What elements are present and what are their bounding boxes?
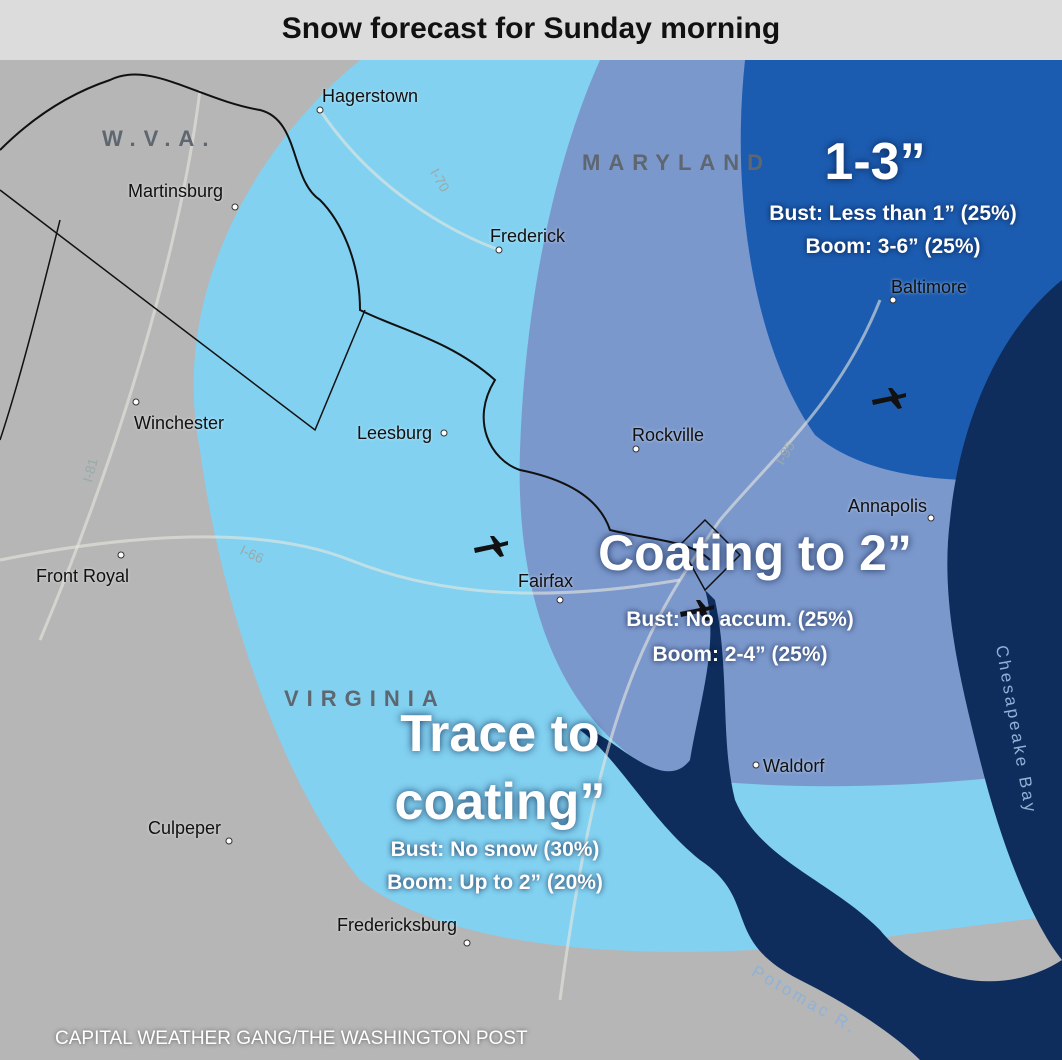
- zone-one-three: [740, 60, 1062, 481]
- city-dots: [117, 106, 935, 947]
- city-dot: [440, 429, 448, 437]
- border: [0, 73, 711, 561]
- zone-bust: Bust: No snow (30%): [390, 838, 600, 861]
- city-label: Hagerstown: [322, 86, 419, 106]
- road: [318, 109, 501, 252]
- city-dot: [231, 203, 239, 211]
- road: [38, 89, 202, 641]
- border: [679, 518, 742, 592]
- borders: [0, 73, 742, 592]
- road: [0, 535, 681, 595]
- city-dot: [495, 246, 503, 254]
- city-label: Martinsburg: [128, 181, 224, 201]
- potomac: [580, 590, 1062, 1060]
- city-dot: [225, 837, 233, 845]
- zone-bust: Bust: Less than 1” (25%): [769, 202, 1017, 225]
- city-label: Culpeper: [148, 818, 222, 838]
- city-label: Fairfax: [518, 571, 574, 591]
- city-label: Winchester: [134, 413, 225, 433]
- zone-boom: Boom: 3-6” (25%): [805, 235, 981, 258]
- city-dot: [927, 514, 935, 522]
- city-label: Baltimore: [891, 277, 968, 297]
- state-label: VIRGINIA: [284, 686, 446, 711]
- bay: [947, 280, 1062, 960]
- border: [0, 189, 366, 432]
- airport-icon: [680, 600, 714, 621]
- road: [558, 299, 882, 1001]
- zone-amount: 1-3”: [824, 133, 926, 191]
- city-label: Front Royal: [36, 566, 130, 586]
- zone-boom: Boom: 2-4” (25%): [652, 643, 828, 666]
- city-label: Waldorf: [763, 756, 825, 776]
- airport-icon: [872, 388, 906, 409]
- state-label: MARYLAND: [582, 150, 772, 175]
- airport-icon: [474, 536, 508, 557]
- zone-bust: Bust: No accum. (25%): [626, 608, 854, 631]
- city-label: Rockville: [632, 425, 705, 445]
- city-label: Fredericksburg: [337, 915, 458, 935]
- city-dot: [556, 596, 564, 604]
- roads: [0, 89, 882, 1001]
- credit: CAPITAL WEATHER GANG/THE WASHINGTON POST: [55, 1028, 528, 1049]
- city-dot: [316, 106, 324, 114]
- title: Snow forecast for Sunday morning: [0, 0, 1062, 60]
- city-dot: [463, 939, 471, 947]
- city-label: Leesburg: [357, 423, 433, 443]
- city-dot: [632, 445, 640, 453]
- city-dot: [132, 398, 140, 406]
- state-label: W.V.A.: [102, 126, 217, 151]
- city-dot: [889, 296, 897, 304]
- city-dot: [752, 761, 760, 769]
- zone-amount: Trace to coating”: [394, 705, 606, 831]
- border: [0, 219, 61, 441]
- airports: [474, 388, 906, 621]
- zone-amount: Coating to 2”: [598, 525, 912, 581]
- city-label: Frederick: [490, 226, 566, 246]
- city-label: Annapolis: [848, 496, 928, 516]
- zone-boom: Boom: Up to 2” (20%): [387, 871, 603, 894]
- city-dot: [117, 551, 125, 559]
